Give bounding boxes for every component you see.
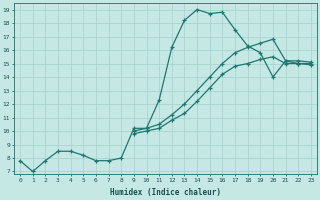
- X-axis label: Humidex (Indice chaleur): Humidex (Indice chaleur): [110, 188, 221, 197]
